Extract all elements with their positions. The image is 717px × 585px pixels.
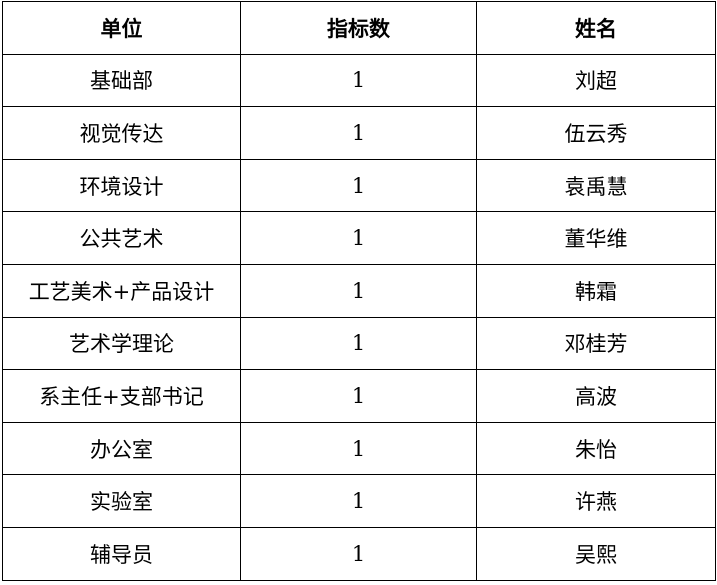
unit-cell: 实验室 [2,474,241,528]
unit-cell: 基础部 [2,53,241,108]
name-cell: 朱怡 [476,421,716,476]
unit-cell: 辅导员 [2,526,241,581]
header-unit: 单位 [2,1,241,55]
quota-cell: 1 [240,474,477,528]
unit-cell: 艺术学理论 [2,316,241,371]
unit-cell: 办公室 [2,421,241,476]
name-cell: 袁禹慧 [476,158,716,213]
header-name: 姓名 [476,1,716,55]
name-cell: 高波 [476,369,716,423]
quota-cell: 1 [240,421,477,476]
name-cell: 刘超 [476,53,716,108]
quota-cell: 1 [240,211,477,265]
quota-cell: 1 [240,263,477,318]
table-row: 实验室 1 许燕 [2,474,716,528]
table-row: 环境设计 1 袁禹慧 [2,158,716,213]
table-row: 办公室 1 朱怡 [2,421,716,476]
table-row: 基础部 1 刘超 [2,53,716,108]
name-cell: 韩霜 [476,263,716,318]
unit-cell: 环境设计 [2,158,241,213]
header-row: 单位 指标数 姓名 [2,1,716,55]
quota-cell: 1 [240,158,477,213]
name-cell: 许燕 [476,474,716,528]
unit-cell: 系主任+支部书记 [2,369,241,423]
unit-cell: 视觉传达 [2,106,241,160]
quota-cell: 1 [240,316,477,371]
name-cell: 董华维 [476,211,716,265]
quota-cell: 1 [240,106,477,160]
table-row: 视觉传达 1 伍云秀 [2,106,716,160]
unit-cell: 公共艺术 [2,211,241,265]
table-row: 系主任+支部书记 1 高波 [2,369,716,423]
name-cell: 吴熙 [476,526,716,581]
unit-cell: 工艺美术+产品设计 [2,263,241,318]
name-cell: 邓桂芳 [476,316,716,371]
name-cell: 伍云秀 [476,106,716,160]
quota-cell: 1 [240,53,477,108]
quota-cell: 1 [240,369,477,423]
table-row: 艺术学理论 1 邓桂芳 [2,316,716,371]
table-row: 工艺美术+产品设计 1 韩霜 [2,263,716,318]
table-row: 公共艺术 1 董华维 [2,211,716,265]
quota-cell: 1 [240,526,477,581]
header-quota: 指标数 [240,1,477,55]
table-row: 辅导员 1 吴熙 [2,526,716,581]
